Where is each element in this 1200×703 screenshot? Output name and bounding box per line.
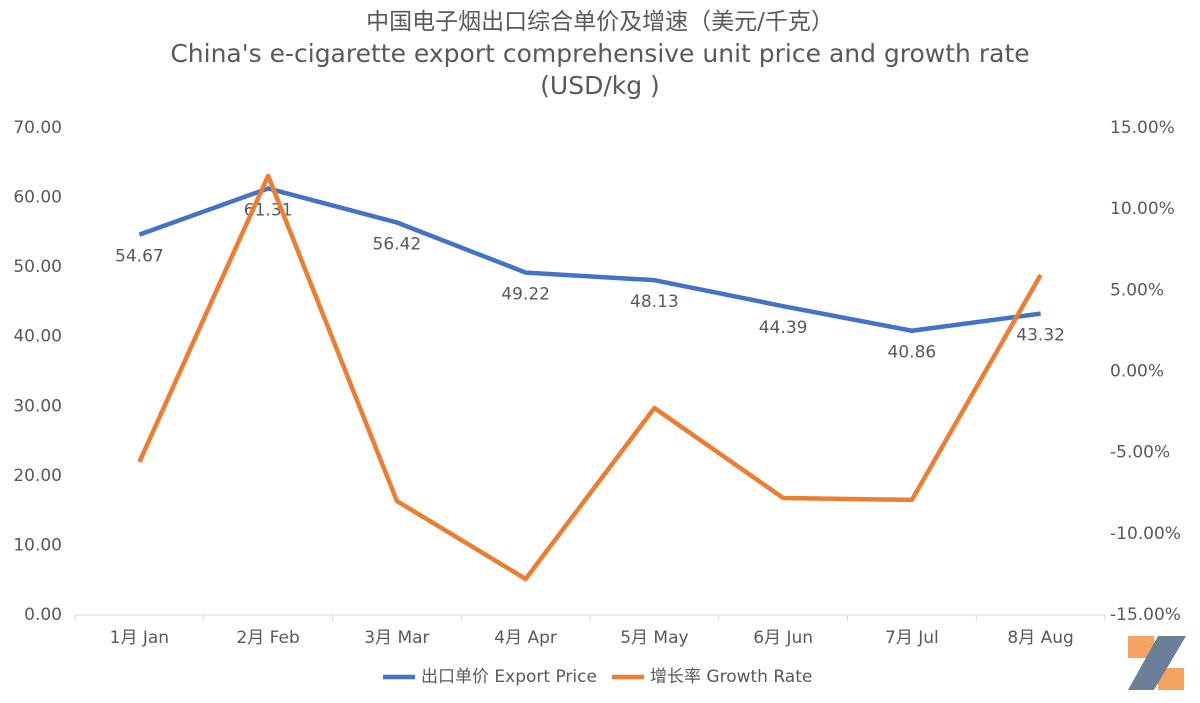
chart-title: 中国电子烟出口综合单价及增速（美元/千克） [366,9,834,35]
legend-label: 增长率 Growth Rate [650,667,812,687]
data-label: 40.86 [888,343,937,363]
x-tick-label: 5月 May [620,628,688,648]
series-line [138,186,1041,333]
titles: 中国电子烟出口综合单价及增速（美元/千克） China's e-cigarett… [150,6,1050,102]
x-tick-label: 3月 Mar [364,628,429,648]
data-label: 56.42 [373,234,422,254]
y-tick-label: 60.00 [13,188,62,208]
legend-label: 出口单价 Export Price [421,667,597,687]
data-label: 44.39 [759,318,808,338]
x-tick-label: 7月 Jul [885,628,939,648]
series-line [137,173,1043,582]
y2-tick-label: -10.00% [1110,524,1181,544]
data-label: 49.22 [501,285,550,305]
x-tick-label: 1月 Jan [110,628,169,648]
y-tick-label: 40.00 [13,327,62,347]
y-tick-label: 0.00 [24,605,62,625]
logo [1128,636,1186,690]
y-tick-label: 70.00 [13,118,62,138]
x-tick-label: 8月 Aug [1007,628,1073,648]
y-tick-label: 10.00 [13,535,62,555]
data-label: 48.13 [630,292,679,312]
y2-tick-label: 5.00% [1110,280,1164,300]
y2-tick-label: -5.00% [1110,443,1170,463]
y-tick-label: 30.00 [13,396,62,416]
y-tick-label: 50.00 [13,257,62,277]
x-tick-label: 4月 Apr [494,628,557,648]
chart-subtitle: China's e-cigarette export comprehensive… [170,39,1030,100]
y2-tick-label: 0.00% [1110,362,1164,382]
y2-tick-label: 10.00% [1110,199,1175,219]
y2-tick-label: -15.00% [1110,605,1181,625]
x-tick-label: 6月 Jun [753,628,813,648]
data-label: 54.67 [115,247,164,267]
x-tick-label: 2月 Feb [236,628,299,648]
y-tick-label: 20.00 [13,466,62,486]
y2-tick-label: 15.00% [1110,118,1175,138]
data-label: 43.32 [1016,326,1065,346]
